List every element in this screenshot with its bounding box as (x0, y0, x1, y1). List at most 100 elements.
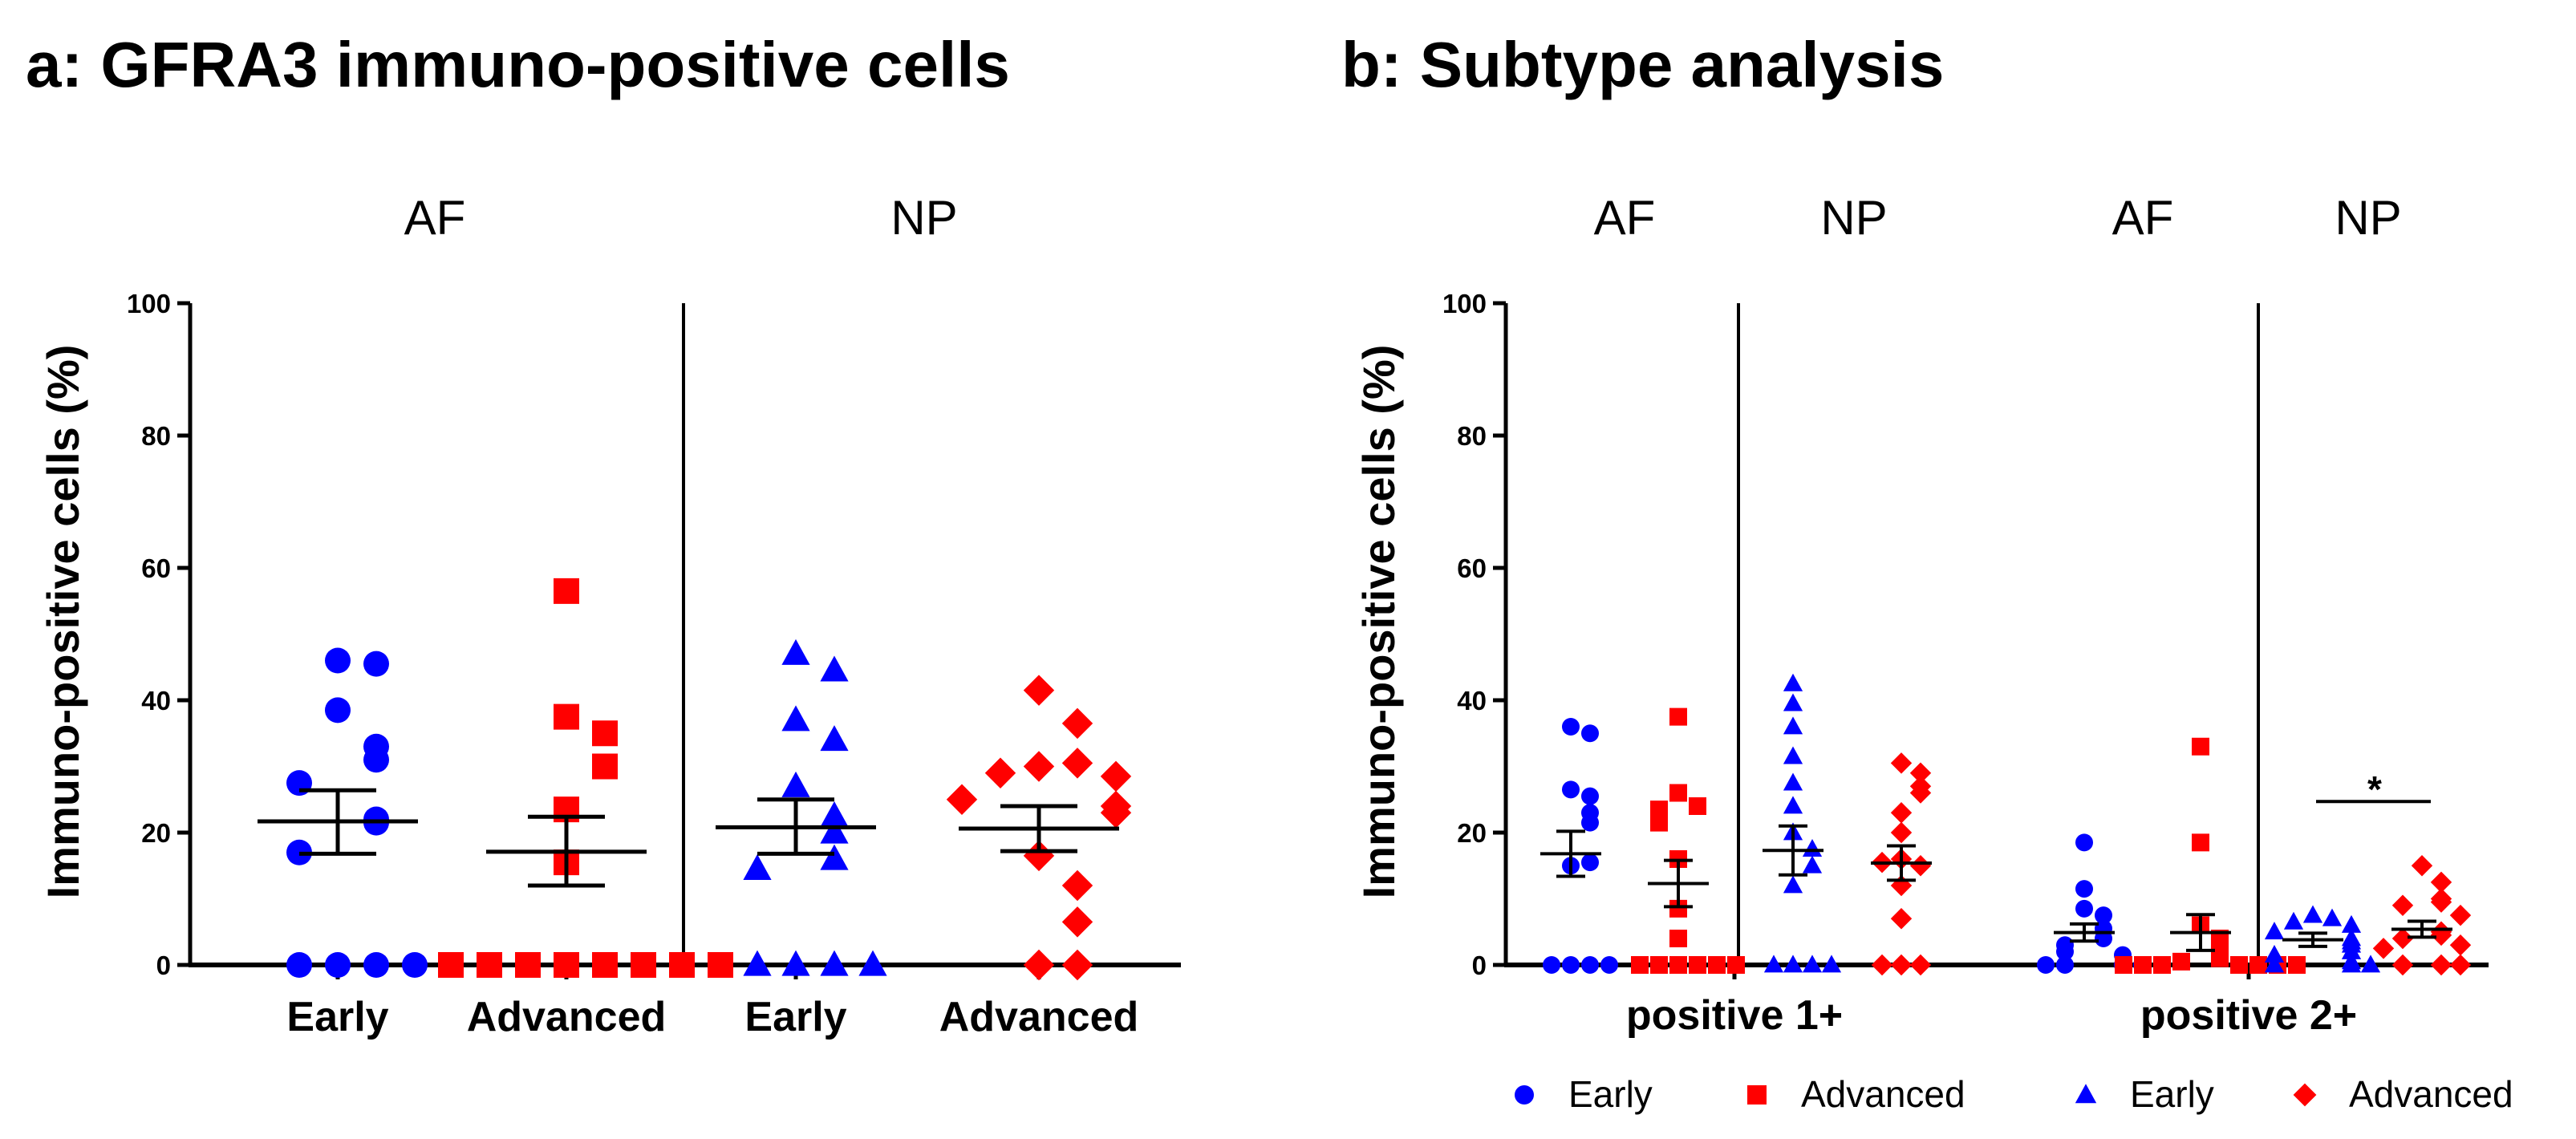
significance-asterisk: * (2367, 768, 2382, 810)
panel-a-axes: 0 20 40 60 80 100 (127, 289, 1181, 980)
panel-b-point-diamond-red (2430, 891, 2452, 913)
panel-a-marks (258, 578, 1132, 981)
panel-b-y-tick-label: 20 (1457, 818, 1487, 848)
panel-b-point-circle-blue (1562, 780, 1580, 799)
panel-a-y-tick-label: 100 (127, 289, 171, 318)
panel-a-point-diamond-red (1023, 840, 1055, 872)
panel-b-point-circle-blue (1581, 724, 1599, 743)
panel-b-point-square-red (2172, 952, 2190, 971)
panel-b-axes: 0 20 40 60 80 100 (1442, 289, 2489, 980)
panel-b-point-diamond-red (1890, 802, 1913, 824)
panel-b-point-triangle-blue (2283, 911, 2304, 930)
panel-b-point-circle-blue (1581, 853, 1599, 872)
panel-a-point-triangle-blue (781, 638, 810, 665)
panel-a-title: a: GFRA3 immuno-positive cells (26, 29, 1010, 100)
panel-a-point-square-red (554, 703, 579, 730)
panel-b-x-label-positive-1: positive 1+ (1626, 992, 1843, 1039)
panel-b-point-square-red (1727, 956, 1745, 974)
panel-a-point-circle-blue (363, 952, 389, 978)
legend-marker-triangle (2075, 1084, 2097, 1104)
panel-b-y-tick-label: 80 (1457, 421, 1487, 451)
panel-b-point-diamond-red (2430, 954, 2452, 976)
panel-a-point-triangle-blue (781, 771, 810, 797)
panel-b-point-triangle-blue (1802, 838, 1823, 857)
panel-b-point-circle-blue (2075, 899, 2093, 918)
panel-a-point-diamond-red (946, 784, 978, 815)
panel-b-point-diamond-red (2449, 904, 2472, 926)
panel-a-point-triangle-blue (820, 725, 849, 752)
panel-a-x-label-np-early: Early (744, 994, 846, 1040)
panel-b-point-square-red (2192, 833, 2209, 852)
panel-a-point-diamond-red (1061, 906, 1093, 938)
panel-a-point-square-red (592, 753, 618, 780)
panel-a-y-axis-label: Immuno-positive cells (%) (38, 345, 88, 899)
panel-b-point-circle-blue (2075, 833, 2093, 852)
panel-a-point-diamond-red (1100, 797, 1132, 829)
panel-b-point-triangle-blue (1763, 955, 1784, 973)
panel-b-region-np-2-label: NP (2335, 191, 2401, 245)
legend-marker-diamond (2293, 1083, 2317, 1107)
panel-b-point-triangle-blue (2264, 955, 2285, 973)
panel-b-point-diamond-red (2430, 924, 2452, 946)
panel-b-point-square-red (1669, 930, 1687, 947)
panel-b-point-square-red (1689, 956, 1706, 974)
panel-b-point-diamond-red (1909, 782, 1932, 804)
panel-a-point-diamond-red (984, 757, 1016, 788)
panel-a-point-circle-blue (325, 697, 351, 724)
panel-a-point-triangle-blue (781, 705, 810, 732)
panel-b-point-square-red (1708, 956, 1726, 974)
panel-b-point-diamond-red (2372, 938, 2395, 959)
panel-a-y-tick-label: 60 (141, 553, 171, 583)
panel-a-point-triangle-blue (743, 853, 772, 880)
panel-b-point-circle-blue (2056, 956, 2074, 974)
panel-a-y-tick-label: 80 (141, 421, 171, 451)
panel-b-y-tick-label: 40 (1457, 686, 1487, 715)
panel-b-y-tick-label: 60 (1457, 553, 1487, 583)
panel-a-x-label-np-advanced: Advanced (939, 994, 1139, 1040)
panel-b-point-circle-blue (1562, 956, 1580, 974)
panel-b-point-diamond-red (1890, 752, 1913, 774)
panel-b-point-diamond-red (1909, 762, 1932, 784)
panel-b-point-circle-blue (2095, 906, 2112, 925)
panel-a-point-diamond-red (1061, 707, 1093, 740)
panel-a-point-circle-blue (286, 952, 312, 978)
panel-a-point-triangle-blue (743, 950, 772, 976)
panel-b-point-circle-blue (1581, 956, 1599, 974)
panel-b-point-diamond-red (1890, 908, 1913, 930)
panel-b-point-circle-blue (2037, 956, 2055, 974)
panel-a-point-square-red (477, 952, 502, 978)
panel-b-point-diamond-red (2449, 954, 2472, 976)
panel-b-region-af-2-label: AF (2112, 191, 2174, 245)
panel-a-point-diamond-red (1061, 748, 1093, 779)
panel-a-point-circle-blue (325, 952, 351, 978)
panel-b-point-square-red (2211, 949, 2229, 967)
panel-b-point-square-red (2192, 737, 2209, 756)
panel-a-y-tick-label: 0 (156, 951, 171, 980)
panel-b-point-square-red (1650, 956, 1668, 974)
panel-a-y-tick-label: 20 (141, 818, 171, 848)
panel-b-point-square-red (1650, 813, 1668, 832)
panel-b-y-tick-label: 100 (1442, 289, 1487, 318)
panel-b-point-circle-blue (2075, 880, 2093, 898)
panel-b-region-af-1-label: AF (1594, 191, 1656, 245)
panel-a-point-circle-blue (363, 651, 389, 677)
panel-b-point-triangle-blue (2341, 914, 2362, 933)
panel-a-point-square-red (554, 952, 579, 978)
panel-b-point-square-red (1689, 797, 1706, 815)
panel-a-point-triangle-blue (820, 655, 849, 682)
panel-a-point-triangle-blue (820, 950, 849, 976)
panel-b-point-triangle-blue (1802, 955, 1823, 973)
legend-marker-square (1747, 1085, 1767, 1105)
panel-b-point-triangle-blue (2322, 908, 2343, 926)
panel-a: a: GFRA3 immuno-positive cells AF NP Imm… (26, 29, 1181, 1040)
panel-a-point-diamond-red (1023, 949, 1055, 981)
panel-b-point-square-red (2134, 956, 2152, 974)
panel-a-point-square-red (438, 952, 464, 978)
panel-b-point-triangle-blue (1821, 955, 1842, 973)
panel-b: b: Subtype analysis AF NP AF NP Immuno-p… (1341, 29, 2513, 1115)
panel-b-point-triangle-blue (1783, 955, 1803, 973)
panel-b-point-diamond-red (2391, 954, 2414, 976)
panel-b-point-diamond-red (2430, 871, 2452, 894)
panel-b-point-triangle-blue (2341, 941, 2362, 959)
